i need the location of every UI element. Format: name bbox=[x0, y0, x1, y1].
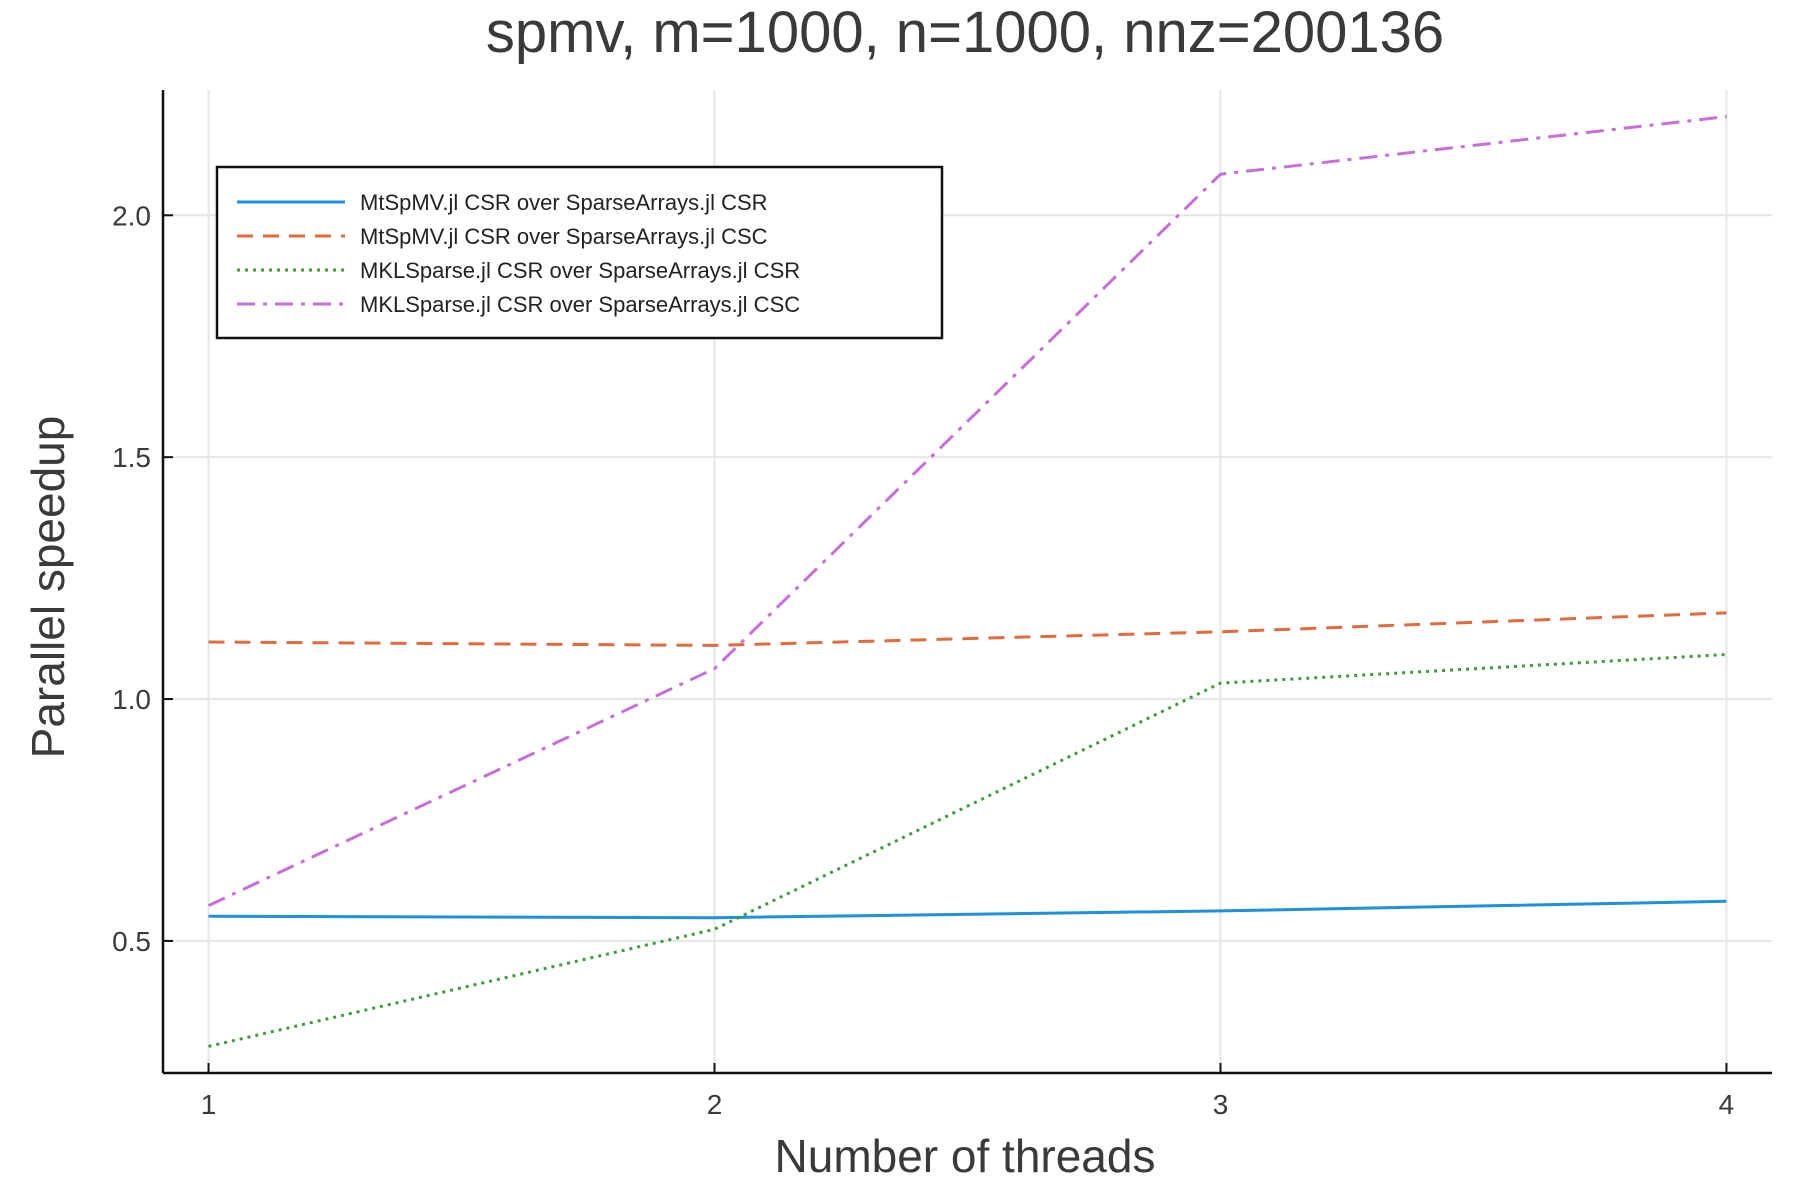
legend-label-2: MtSpMV.jl CSR over SparseArrays.jl CSC bbox=[360, 224, 768, 249]
y-tick-label: 1.5 bbox=[112, 442, 151, 473]
x-axis-label: Number of threads bbox=[775, 1130, 1156, 1182]
x-tick-label: 4 bbox=[1719, 1089, 1735, 1120]
chart-title: spmv, m=1000, n=1000, nnz=200136 bbox=[486, 0, 1444, 65]
x-tick-label: 1 bbox=[201, 1089, 217, 1120]
legend-box bbox=[215, 165, 944, 340]
y-ticks: 0.5 1.0 1.5 2.0 bbox=[112, 200, 173, 957]
y-tick-label: 2.0 bbox=[112, 200, 151, 231]
series-line-2 bbox=[208, 611, 1727, 647]
legend-label-4: MKLSparse.jl CSR over SparseArrays.jl CS… bbox=[360, 292, 800, 317]
x-ticks: 1 2 3 4 bbox=[201, 1063, 1735, 1120]
x-tick-label: 2 bbox=[707, 1089, 723, 1120]
legend-label-3: MKLSparse.jl CSR over SparseArrays.jl CS… bbox=[360, 258, 800, 283]
legend: MtSpMV.jl CSR over SparseArrays.jl CSR Mt… bbox=[215, 165, 944, 340]
axes bbox=[161, 90, 1772, 1075]
series-line-4 bbox=[207, 115, 1727, 907]
series-line-1 bbox=[208, 899, 1727, 920]
y-tick-label: 0.5 bbox=[112, 926, 151, 957]
series-lines bbox=[207, 115, 1727, 1048]
x-tick-label: 3 bbox=[1213, 1089, 1229, 1120]
legend-label-1: MtSpMV.jl CSR over SparseArrays.jl CSR bbox=[360, 190, 768, 215]
y-tick-label: 1.0 bbox=[112, 684, 151, 715]
series-line-3 bbox=[208, 653, 1727, 1048]
y-axis-label: Parallel speedup bbox=[22, 416, 74, 759]
